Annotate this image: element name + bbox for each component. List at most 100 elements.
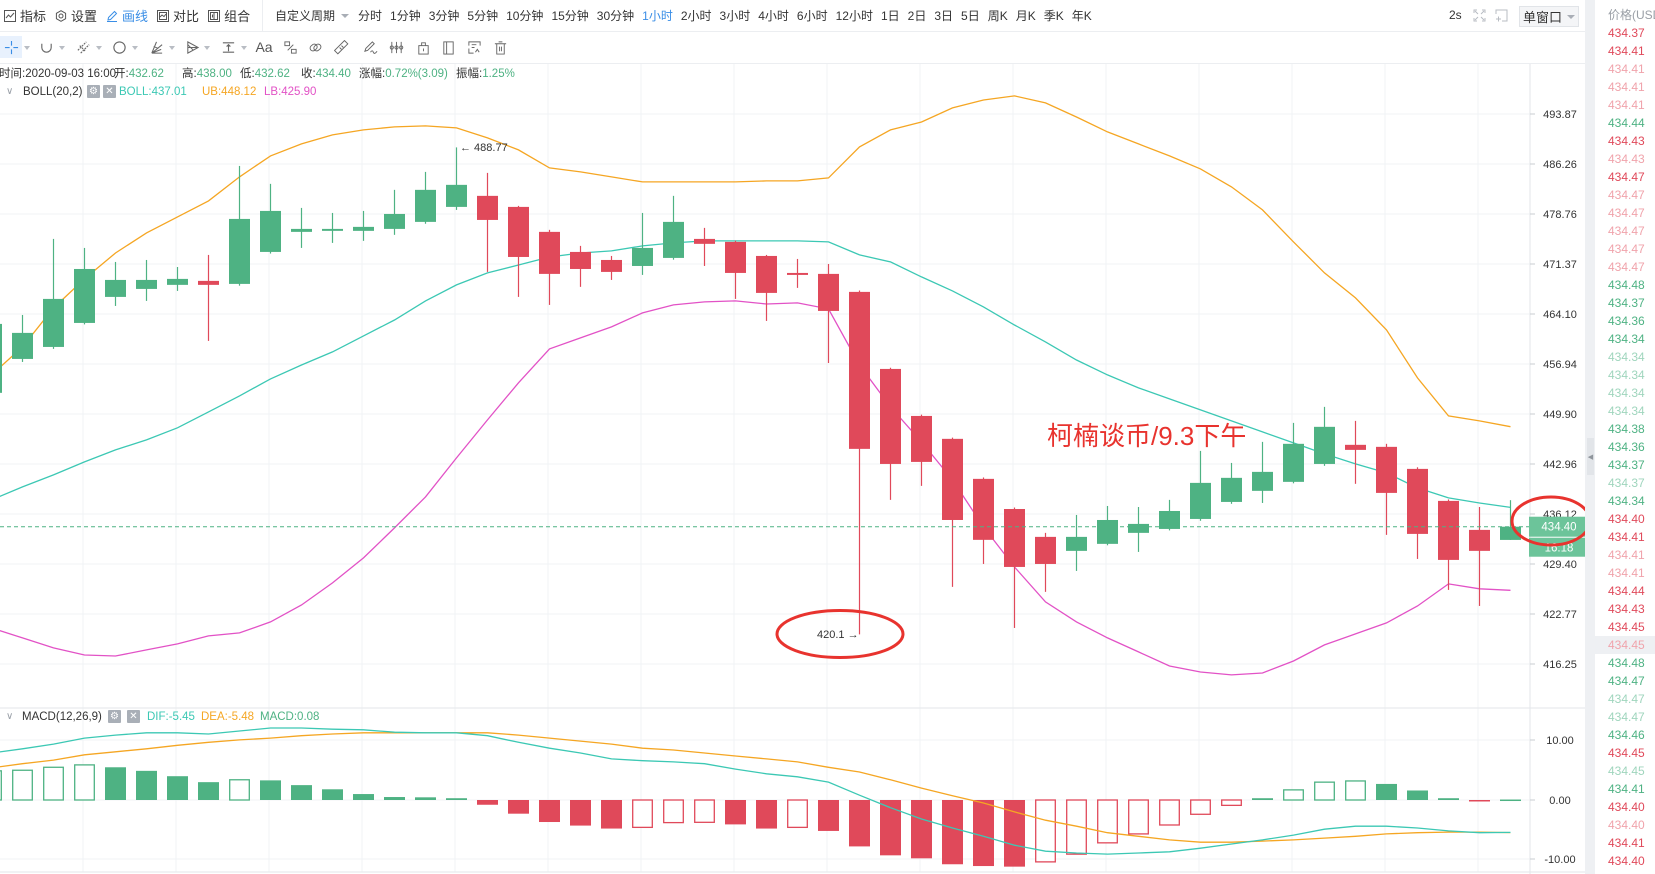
collapse-panel-arrow-icon[interactable]: ◀ [1587,438,1594,475]
candle-body [477,195,498,220]
collapse-macd-chevron-icon[interactable]: ∨ [6,711,14,722]
panel-divider[interactable] [1585,0,1595,874]
chart-canvas[interactable]: 493.87 486.26 478.76 471.37 464.10 456.94 449.… [0,0,1585,874]
candle-body [601,259,622,272]
measure-line-tool[interactable] [220,36,236,58]
boll-close-icon[interactable]: ✕ [103,85,116,98]
period-tab[interactable]: 周K [987,9,1008,23]
price-axis[interactable]: 493.87 486.26 478.76 471.37 464.10 456.94 449.… [1530,109,1577,671]
macd-bar [1376,783,1397,800]
period-tab[interactable]: 15分钟 [551,9,589,23]
curve-tool[interactable] [38,36,54,58]
period-tab[interactable]: 2日 [907,9,927,23]
indicator-icon [4,9,16,22]
circle-tool[interactable] [111,36,127,58]
period-tab[interactable]: 月K [1015,9,1036,23]
period-tab[interactable]: 3日 [934,9,954,23]
period-tab[interactable]: 4小时 [758,9,789,23]
boll-settings-gear-icon[interactable]: ⚙ [87,85,100,98]
fan-dropdown-icon[interactable] [169,46,175,50]
macd-axis-label: -10.00 [1544,854,1575,866]
trash-tool[interactable] [492,36,508,58]
low-marker-label: 420.1 → [817,629,859,641]
candle-body [1066,536,1087,551]
lock-icon [417,41,429,55]
hide-drawings-tool[interactable] [466,36,482,58]
macd-bar [105,767,126,800]
cr-dropdown-icon[interactable] [24,46,30,50]
fib-fan-tool[interactable] [148,36,164,58]
curve-dropdown-icon[interactable] [59,46,65,50]
ruler-tool[interactable] [333,36,349,58]
macd-bar [1035,799,1056,863]
collapse-boll-chevron-icon[interactable]: ∨ [6,86,14,97]
dif-line [0,727,1511,855]
period-tab[interactable]: 30分钟 [596,9,635,23]
candle [1376,443,1397,535]
link-icon [309,43,321,51]
period-tab[interactable]: 1小时 [642,9,673,23]
text-tool[interactable]: Aa [255,36,273,58]
price-row: 434.47 [1608,674,1645,688]
period-tab[interactable]: 5日 [961,9,980,23]
menu-compare[interactable]: 对比 [157,6,199,25]
candle [167,266,188,291]
candle [1314,406,1335,466]
pattern-tool[interactable] [184,36,200,58]
fib-fan-icon [150,41,162,54]
custom-period-dropdown[interactable]: 自定义周期 [275,0,350,31]
candle [1097,505,1118,546]
author-note: 柯楠谈币/9.3下午 [1047,421,1246,451]
channel-dropdown-icon[interactable] [96,46,102,50]
candle [1066,514,1087,571]
period-tab[interactable]: 6小时 [796,9,828,23]
measure-dropdown-icon[interactable] [241,46,247,50]
lock-tool[interactable] [415,36,431,58]
menu-indicators[interactable]: 指标 [4,6,46,25]
period-tab[interactable]: 3分钟 [428,9,460,23]
refresh-interval[interactable]: 2s [1449,8,1462,22]
price-range-tool[interactable] [282,36,298,58]
link-tool[interactable] [307,36,323,58]
boll-lower-value: LB:425.90 [264,86,317,98]
pattern-dropdown-icon[interactable] [204,46,210,50]
period-tab[interactable]: 分时 [358,9,383,23]
combine-icon [208,9,221,22]
circle-dropdown-icon[interactable] [132,46,138,50]
candle-body [663,221,684,258]
menu-settings[interactable]: 设置 [55,6,97,25]
parallel-channel-tool[interactable] [75,36,91,58]
draw-line-icon [107,10,118,22]
bars-pattern-tool[interactable] [388,36,404,58]
candle-body [756,255,777,293]
candle-body [1004,508,1025,567]
candle [694,227,715,266]
window-mode-dropdown[interactable]: 单窗口 [1519,6,1579,27]
period-tab[interactable]: 12小时 [835,9,873,23]
brush-tool[interactable] [362,36,378,58]
period-tab[interactable]: 10分钟 [506,9,544,23]
period-tab[interactable]: 季K [1043,9,1064,23]
period-tab[interactable]: 3小时 [719,9,751,23]
menu-combine[interactable]: 组合 [208,6,250,25]
price-row: 434.34 [1608,350,1645,364]
period-tab[interactable]: 年K [1071,9,1092,23]
crosshair-tool[interactable] [0,36,22,58]
candle-body [1097,519,1118,544]
macd-bar [136,770,157,800]
period-tab[interactable]: 2小时 [680,9,712,23]
macd-close-icon[interactable]: ✕ [127,710,140,723]
macd-bar [942,800,963,865]
period-tab[interactable]: 1分钟 [390,9,421,23]
macd-axis[interactable]: 10.00 0.00 -10.00 [1530,735,1576,866]
candle [1190,450,1211,521]
macd-bar [1159,799,1180,826]
price-row: 434.43 [1608,134,1645,148]
bookmark-tool[interactable] [440,36,456,58]
period-tab[interactable]: 5分钟 [467,9,499,23]
fullscreen-icon[interactable] [1473,9,1486,22]
macd-settings-gear-icon[interactable]: ⚙ [108,710,121,723]
period-tab[interactable]: 1日 [880,9,900,23]
menu-draw-line[interactable]: 画线 [106,6,148,25]
add-window-icon[interactable] [1495,9,1508,22]
